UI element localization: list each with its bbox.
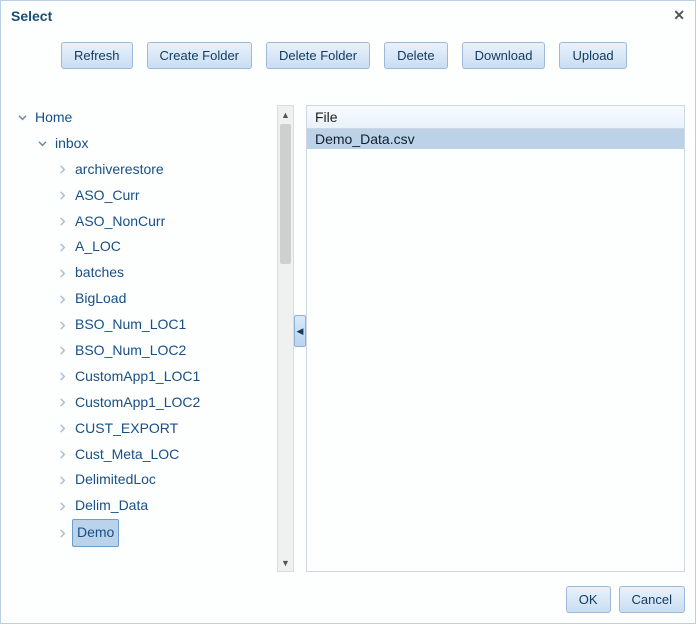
tree-label: batches [72, 260, 127, 286]
tree-label: DelimitedLoc [72, 467, 159, 493]
expand-icon[interactable] [57, 217, 68, 226]
expand-icon[interactable] [57, 321, 68, 330]
scroll-down-icon[interactable]: ▼ [278, 554, 293, 571]
main-area: Home inbox archiverestoreASO_CurrASO_Non… [1, 85, 695, 578]
scroll-up-icon[interactable]: ▲ [278, 106, 293, 123]
file-list-panel: File Demo_Data.csv [306, 105, 685, 572]
select-dialog: Select ✕ Refresh Create Folder Delete Fo… [0, 0, 696, 624]
expand-icon[interactable] [57, 529, 68, 538]
delete-folder-button[interactable]: Delete Folder [266, 42, 370, 69]
tree-node[interactable]: BSO_Num_LOC2 [57, 338, 277, 364]
tree-node[interactable]: Delim_Data [57, 493, 277, 519]
cancel-button[interactable]: Cancel [619, 586, 685, 613]
file-row[interactable]: Demo_Data.csv [307, 129, 684, 149]
dialog-title: Select [11, 8, 52, 24]
tree-label: inbox [52, 131, 91, 157]
tree-node-home[interactable]: Home [17, 105, 277, 131]
tree-node[interactable]: Cust_Meta_LOC [57, 442, 277, 468]
tree-node[interactable]: BSO_Num_LOC1 [57, 312, 277, 338]
expand-icon[interactable] [57, 424, 68, 433]
folder-tree-panel: Home inbox archiverestoreASO_CurrASO_Non… [11, 105, 277, 572]
tree-node[interactable]: batches [57, 260, 277, 286]
expand-icon[interactable] [57, 269, 68, 278]
tree-label: CustomApp1_LOC1 [72, 364, 203, 390]
tree-node-inbox[interactable]: inbox [37, 131, 277, 157]
refresh-button[interactable]: Refresh [61, 42, 133, 69]
tree-node[interactable]: BigLoad [57, 286, 277, 312]
expand-icon[interactable] [57, 191, 68, 200]
folder-tree: Home inbox archiverestoreASO_CurrASO_Non… [11, 105, 277, 547]
expand-icon[interactable] [37, 139, 48, 148]
tree-node[interactable]: CustomApp1_LOC2 [57, 390, 277, 416]
create-folder-button[interactable]: Create Folder [147, 42, 252, 69]
dialog-footer: OK Cancel [1, 578, 695, 623]
tree-node[interactable]: CustomApp1_LOC1 [57, 364, 277, 390]
expand-icon[interactable] [57, 346, 68, 355]
scroll-thumb[interactable] [280, 124, 291, 264]
file-list: Demo_Data.csv [307, 129, 684, 571]
expand-icon[interactable] [57, 398, 68, 407]
tree-scrollbar[interactable]: ▲ ▼ [277, 105, 294, 572]
tree-node[interactable]: CUST_EXPORT [57, 416, 277, 442]
expand-icon[interactable] [57, 502, 68, 511]
close-icon[interactable]: ✕ [673, 7, 685, 24]
tree-label: BigLoad [72, 286, 129, 312]
splitter[interactable]: ◀ [294, 105, 306, 572]
tree-label: Demo [72, 519, 119, 547]
expand-icon[interactable] [57, 476, 68, 485]
expand-icon[interactable] [57, 165, 68, 174]
toolbar: Refresh Create Folder Delete Folder Dele… [1, 28, 695, 85]
expand-icon[interactable] [57, 372, 68, 381]
upload-button[interactable]: Upload [559, 42, 626, 69]
download-button[interactable]: Download [462, 42, 546, 69]
tree-label: BSO_Num_LOC1 [72, 312, 189, 338]
tree-label: Delim_Data [72, 493, 151, 519]
tree-node[interactable]: archiverestore [57, 157, 277, 183]
ok-button[interactable]: OK [566, 586, 611, 613]
collapse-left-icon[interactable]: ◀ [294, 315, 306, 347]
file-column-header[interactable]: File [307, 106, 684, 129]
delete-button[interactable]: Delete [384, 42, 448, 69]
tree-label: A_LOC [72, 234, 124, 260]
tree-node[interactable]: ASO_NonCurr [57, 209, 277, 235]
tree-label: BSO_Num_LOC2 [72, 338, 189, 364]
tree-node[interactable]: Demo [57, 519, 277, 547]
tree-label: ASO_Curr [72, 183, 143, 209]
tree-label: CustomApp1_LOC2 [72, 390, 203, 416]
tree-label: Home [32, 105, 75, 131]
tree-label: CUST_EXPORT [72, 416, 181, 442]
expand-icon[interactable] [57, 450, 68, 459]
tree-label: ASO_NonCurr [72, 209, 168, 235]
tree-label: Cust_Meta_LOC [72, 442, 182, 468]
titlebar: Select ✕ [1, 1, 695, 28]
tree-node[interactable]: A_LOC [57, 234, 277, 260]
expand-icon[interactable] [17, 113, 28, 122]
expand-icon[interactable] [57, 243, 68, 252]
tree-label: archiverestore [72, 157, 167, 183]
expand-icon[interactable] [57, 295, 68, 304]
tree-node[interactable]: ASO_Curr [57, 183, 277, 209]
tree-node[interactable]: DelimitedLoc [57, 467, 277, 493]
